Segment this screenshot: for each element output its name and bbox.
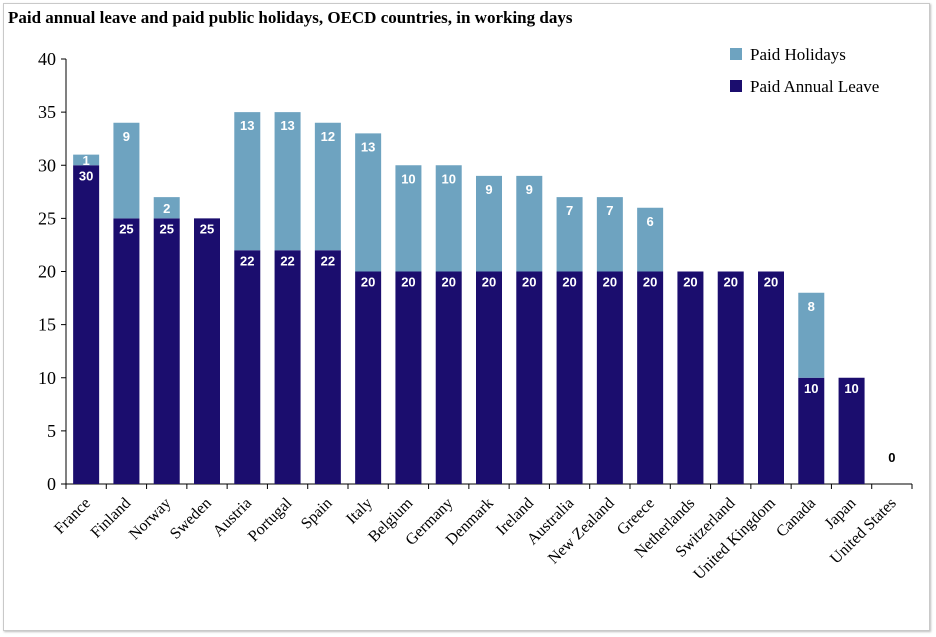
data-label-annual-leave: 20	[683, 275, 697, 290]
bar-paid-holidays	[395, 165, 422, 272]
bar-paid-annual-leave	[838, 377, 865, 484]
data-label-zero: 0	[888, 450, 895, 465]
bar-paid-holidays	[274, 112, 301, 251]
data-label-annual-leave: 20	[603, 275, 617, 290]
data-label-holidays: 13	[240, 118, 254, 133]
bar-paid-annual-leave	[194, 218, 220, 484]
data-label-holidays: 9	[485, 182, 492, 197]
data-label-annual-leave: 20	[401, 275, 415, 290]
data-label-holidays: 10	[401, 171, 415, 186]
bar-paid-holidays	[355, 133, 382, 272]
data-label-holidays: 13	[361, 139, 375, 154]
bar-paid-annual-leave	[395, 271, 422, 484]
data-labels: 301 25 9 25 2 25 22 13 22 13 22 12 20 13 20 10 20 10 20 9 20…	[79, 118, 896, 465]
bar-paid-annual-leave	[758, 271, 784, 484]
bar-paid-annual-leave	[274, 250, 301, 484]
data-label-annual-leave: 10	[844, 381, 858, 396]
x-tick-label: Japan	[822, 495, 860, 533]
data-label-annual-leave: 22	[240, 253, 254, 268]
bar-paid-annual-leave	[355, 271, 382, 484]
legend-label-paid-annual-leave: Paid Annual Leave	[750, 77, 879, 96]
data-label-annual-leave: 20	[441, 275, 455, 290]
y-tick-label: 5	[47, 421, 56, 441]
data-label-annual-leave: 20	[482, 275, 496, 290]
y-tick-label: 0	[47, 474, 56, 494]
data-label-holidays: 8	[808, 299, 815, 314]
data-label-annual-leave: 20	[522, 275, 536, 290]
x-tick-label: Italy	[343, 495, 376, 528]
bar-paid-holidays	[435, 165, 462, 272]
y-tick-label: 30	[38, 155, 56, 175]
bar-paid-holidays	[153, 197, 180, 219]
data-label-holidays: 9	[526, 182, 533, 197]
bars	[73, 112, 865, 484]
bar-paid-annual-leave	[113, 218, 140, 484]
data-label-annual-leave: 22	[321, 253, 335, 268]
bar-paid-holidays	[596, 197, 623, 272]
chart-title: Paid annual leave and paid public holida…	[8, 8, 573, 27]
bar-paid-annual-leave	[234, 250, 261, 484]
x-tick-label: Portugal	[245, 494, 296, 545]
data-label-holidays: 10	[441, 171, 455, 186]
bar-paid-annual-leave	[677, 271, 704, 484]
legend: Paid Holidays Paid Annual Leave	[730, 45, 879, 96]
legend-swatch-paid-holidays	[730, 48, 742, 60]
bar-paid-annual-leave	[435, 271, 462, 484]
data-label-annual-leave: 20	[562, 275, 576, 290]
y-tick-label: 10	[38, 368, 56, 388]
data-label-annual-leave: 20	[723, 275, 737, 290]
bar-paid-annual-leave	[314, 250, 341, 484]
data-label-holidays: 7	[566, 203, 573, 218]
bar-paid-holidays	[556, 197, 583, 272]
data-label-holidays: 6	[647, 214, 654, 229]
bar-paid-holidays	[314, 122, 341, 251]
bar-paid-annual-leave	[717, 271, 744, 484]
data-label-holidays: 1	[83, 153, 90, 168]
y-tick-label: 25	[38, 208, 56, 228]
data-label-holidays: 7	[606, 203, 613, 218]
data-label-annual-leave: 30	[79, 168, 93, 183]
legend-swatch-paid-annual-leave	[730, 80, 742, 92]
x-tick-label: Sweden	[167, 495, 215, 543]
y-tick-label: 15	[38, 315, 56, 335]
bar-paid-annual-leave	[516, 271, 543, 484]
bar-paid-annual-leave	[798, 377, 825, 484]
y-tick-label: 35	[38, 102, 56, 122]
legend-label-paid-holidays: Paid Holidays	[750, 45, 846, 64]
data-label-annual-leave: 20	[764, 275, 778, 290]
y-tick-label: 40	[38, 49, 56, 69]
data-label-annual-leave: 25	[159, 221, 173, 236]
x-tick-label: Canada	[773, 495, 819, 541]
bar-paid-annual-leave	[73, 165, 100, 484]
x-tick-label: France	[51, 495, 94, 538]
bar-paid-holidays	[637, 207, 664, 272]
bar-paid-annual-leave	[556, 271, 583, 484]
bar-paid-holidays	[73, 154, 100, 166]
y-tick-label: 20	[38, 262, 56, 282]
data-label-holidays: 9	[123, 129, 130, 144]
data-label-annual-leave: 22	[280, 253, 294, 268]
data-label-annual-leave: 10	[804, 381, 818, 396]
bar-paid-annual-leave	[153, 218, 180, 484]
bar-paid-annual-leave	[476, 271, 502, 484]
bar-paid-holidays	[516, 175, 543, 272]
data-label-annual-leave: 20	[361, 275, 375, 290]
bar-paid-holidays	[113, 122, 140, 219]
data-label-holidays: 13	[280, 118, 294, 133]
data-label-annual-leave: 25	[200, 221, 214, 236]
x-tick-label: Spain	[298, 495, 336, 533]
bar-paid-holidays	[476, 175, 502, 272]
bar-paid-annual-leave	[596, 271, 623, 484]
data-label-annual-leave: 20	[643, 275, 657, 290]
data-label-annual-leave: 25	[119, 221, 133, 236]
bar-paid-holidays	[798, 292, 825, 378]
data-label-holidays: 2	[163, 201, 170, 216]
data-label-holidays: 12	[321, 129, 335, 144]
x-tick-label: Finland	[88, 495, 135, 542]
bar-paid-annual-leave	[637, 271, 664, 484]
x-tick-label: Norway	[126, 495, 174, 543]
bar-paid-holidays	[234, 112, 261, 251]
